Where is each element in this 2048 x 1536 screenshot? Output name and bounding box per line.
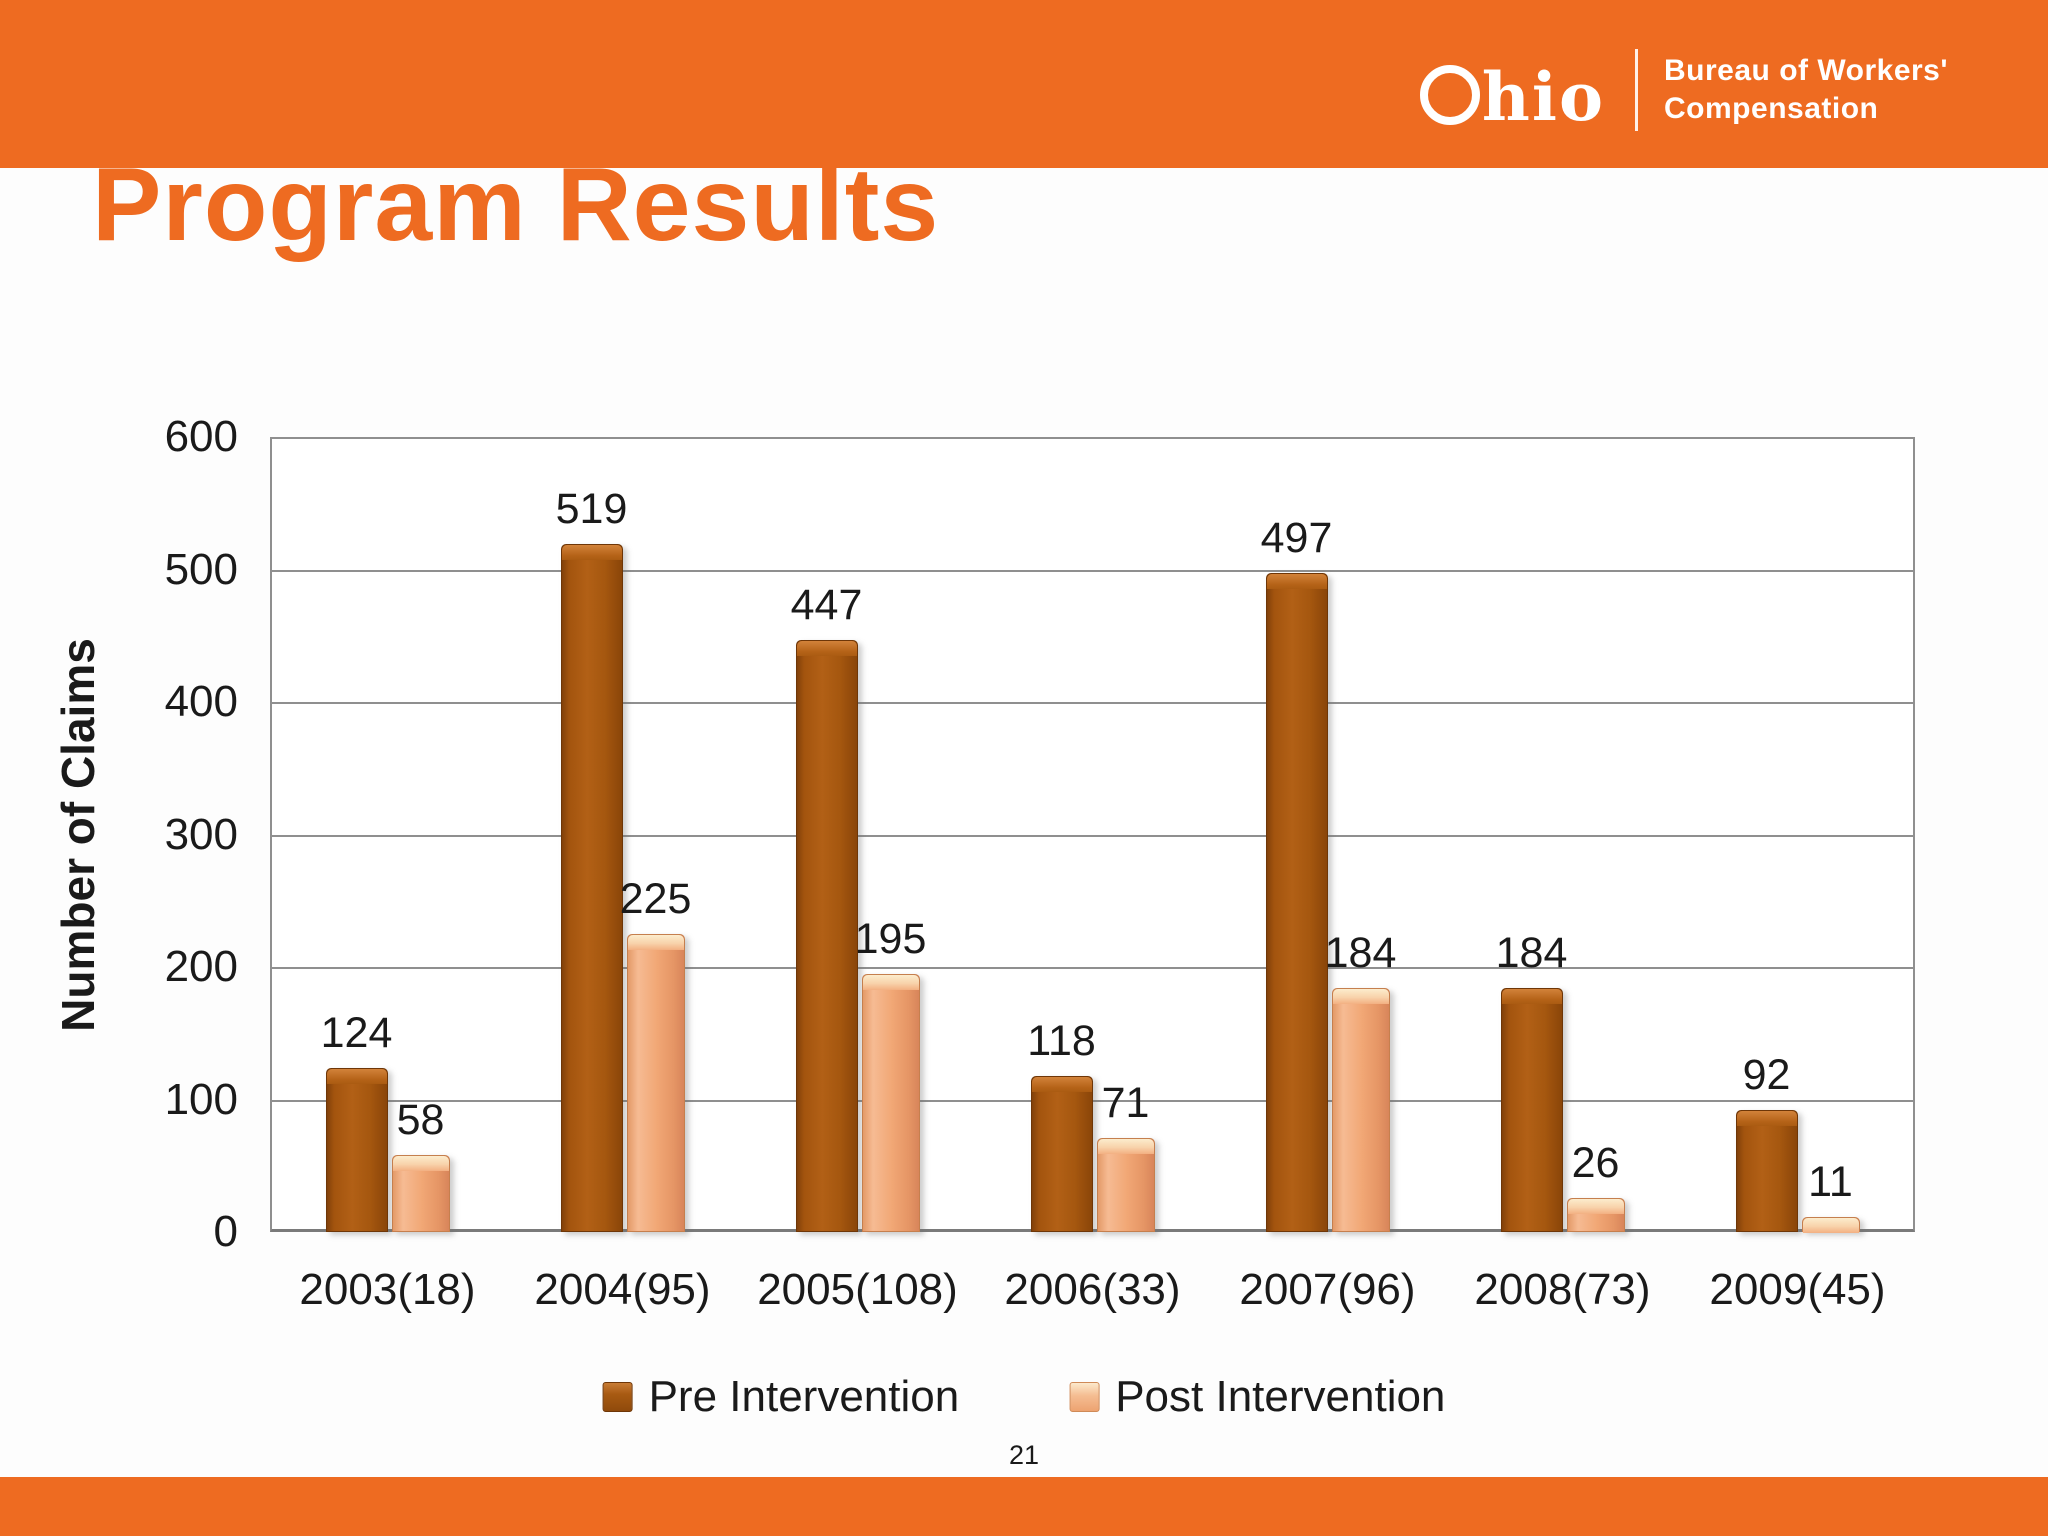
pre-intervention-bar [795, 639, 858, 1232]
legend-item-post: Post Intervention [1069, 1372, 1445, 1422]
ohio-logo-wordmark: hio [1481, 58, 1606, 136]
y-axis-title: Number of Claims [52, 637, 104, 1032]
bar-value-label: 497 [1260, 514, 1333, 563]
plot-area [270, 437, 1915, 1232]
y-tick-label: 400 [164, 677, 238, 726]
y-tick-label: 500 [164, 544, 238, 594]
x-tick-label: 2008(73) [1474, 1265, 1651, 1314]
page-number: 21 [1008, 1440, 1040, 1470]
logo-divider [1635, 49, 1639, 131]
bar-value-label: 225 [619, 874, 692, 923]
legend-item-pre: Pre Intervention [602, 1372, 960, 1422]
bar-value-label: 184 [1495, 929, 1568, 978]
logo-org-line2: Compensation [1664, 92, 1879, 125]
x-tick-label: 2005(108) [757, 1265, 958, 1314]
bar-value-label: 184 [1324, 929, 1397, 978]
legend-swatch-pre-icon [602, 1382, 633, 1412]
post-intervention-bar [1096, 1137, 1155, 1232]
post-intervention-bar [861, 973, 920, 1232]
y-tick-label: 600 [164, 412, 238, 461]
ohio-bwc-logo: hio Bureau of Workers' Compensation [1419, 40, 1948, 140]
gridline [272, 834, 1913, 837]
pre-intervention-bar [560, 544, 623, 1232]
y-tick-label: 200 [164, 942, 238, 991]
x-tick-label: 2006(33) [1004, 1265, 1181, 1314]
gridline [272, 569, 1913, 572]
gridline [272, 702, 1913, 704]
x-tick-label: 2003(18) [299, 1265, 476, 1314]
legend-swatch-post-icon [1069, 1382, 1100, 1412]
legend-label: Pre Intervention [648, 1372, 960, 1421]
logo-org-line1: Bureau of Workers' [1664, 54, 1948, 87]
ohio-logo-o-ring-icon [1419, 65, 1480, 125]
pre-intervention-bar [325, 1067, 388, 1232]
page-title: Program Results [92, 147, 940, 263]
y-tick-label: 100 [164, 1074, 238, 1124]
pre-intervention-bar [1030, 1075, 1093, 1232]
bar-value-label: 26 [1571, 1138, 1620, 1187]
post-intervention-bar [1801, 1217, 1860, 1233]
y-tick-label: 0 [213, 1207, 238, 1256]
legend: Pre Intervention Post Intervention [602, 1372, 1445, 1422]
gridline [272, 967, 1913, 969]
gridline [272, 1099, 1913, 1102]
post-intervention-bar [1331, 988, 1390, 1232]
bar-value-label: 519 [555, 485, 628, 534]
bar-value-label: 118 [1027, 1016, 1096, 1065]
x-tick-label: 2009(45) [1709, 1265, 1886, 1314]
bar-value-label: 58 [396, 1096, 445, 1145]
x-tick-label: 2004(95) [534, 1265, 711, 1314]
bar-value-label: 124 [320, 1008, 393, 1057]
legend-label: Post Intervention [1115, 1372, 1446, 1421]
bar-value-label: 447 [790, 580, 863, 629]
bar-value-label: 11 [1808, 1158, 1853, 1207]
pre-intervention-bar [1265, 573, 1328, 1232]
bar-value-label: 195 [854, 914, 927, 963]
header-bar: hio Bureau of Workers' Compensation [0, 0, 2048, 168]
post-intervention-bar [626, 933, 685, 1232]
x-tick-label: 2007(96) [1239, 1265, 1416, 1314]
post-intervention-bar [1566, 1197, 1625, 1232]
bar-value-label: 92 [1742, 1051, 1791, 1100]
bar-value-label: 71 [1101, 1078, 1150, 1127]
pre-intervention-bar [1500, 988, 1563, 1232]
logo-org-name: Bureau of Workers' Compensation [1664, 52, 1948, 128]
footer-bar [0, 1477, 2048, 1536]
y-tick-label: 300 [164, 809, 238, 859]
post-intervention-bar [391, 1155, 450, 1232]
pre-intervention-bar [1735, 1110, 1798, 1232]
